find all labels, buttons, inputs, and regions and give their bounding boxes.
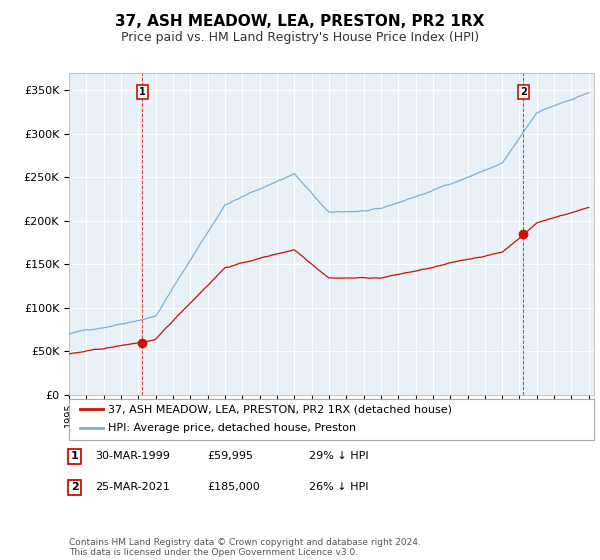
- Text: 29% ↓ HPI: 29% ↓ HPI: [309, 451, 368, 461]
- Text: 26% ↓ HPI: 26% ↓ HPI: [309, 482, 368, 492]
- Text: 30-MAR-1999: 30-MAR-1999: [95, 451, 170, 461]
- Text: 37, ASH MEADOW, LEA, PRESTON, PR2 1RX: 37, ASH MEADOW, LEA, PRESTON, PR2 1RX: [115, 14, 485, 29]
- Text: Contains HM Land Registry data © Crown copyright and database right 2024.
This d: Contains HM Land Registry data © Crown c…: [69, 538, 421, 557]
- Text: 2: 2: [71, 482, 79, 492]
- Text: 1: 1: [71, 451, 79, 461]
- Text: 2: 2: [520, 87, 527, 97]
- Text: Price paid vs. HM Land Registry's House Price Index (HPI): Price paid vs. HM Land Registry's House …: [121, 31, 479, 44]
- Text: £59,995: £59,995: [207, 451, 253, 461]
- Text: HPI: Average price, detached house, Preston: HPI: Average price, detached house, Pres…: [109, 423, 356, 433]
- Text: 37, ASH MEADOW, LEA, PRESTON, PR2 1RX (detached house): 37, ASH MEADOW, LEA, PRESTON, PR2 1RX (d…: [109, 404, 452, 414]
- Text: £185,000: £185,000: [207, 482, 260, 492]
- Text: 25-MAR-2021: 25-MAR-2021: [95, 482, 170, 492]
- Text: 1: 1: [139, 87, 146, 97]
